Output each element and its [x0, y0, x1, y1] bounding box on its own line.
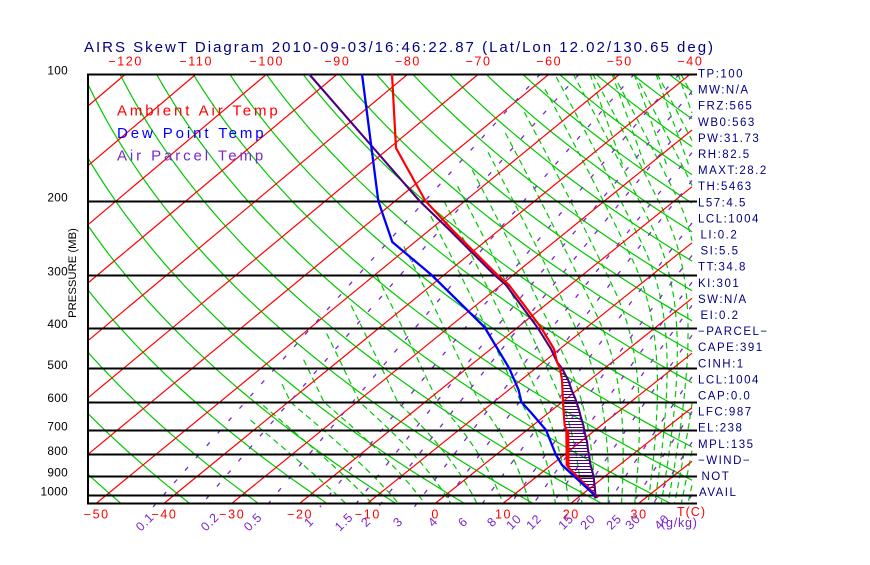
svg-text:MAXT:28.2: MAXT:28.2 [698, 165, 768, 177]
svg-text:FRZ:565: FRZ:565 [698, 101, 753, 113]
svg-text:−PARCEL−: −PARCEL− [698, 326, 769, 338]
svg-text:−110: −110 [179, 55, 213, 69]
svg-text:−120: −120 [108, 55, 143, 69]
svg-text:1000: 1000 [41, 485, 69, 499]
svg-text:SW:N/A: SW:N/A [698, 294, 748, 306]
svg-text:−90: −90 [324, 55, 350, 69]
svg-text:RH:82.5: RH:82.5 [698, 149, 751, 161]
svg-text:800: 800 [47, 444, 68, 458]
svg-text:L57:4.5: L57:4.5 [698, 197, 747, 209]
svg-text:LCL:1004: LCL:1004 [698, 374, 760, 386]
svg-text:CAPE:391: CAPE:391 [698, 342, 764, 354]
svg-text:(g/kg): (g/kg) [661, 516, 698, 530]
svg-text:NOT: NOT [702, 471, 731, 483]
svg-text:−80: −80 [395, 55, 421, 69]
svg-text:−40: −40 [677, 55, 703, 69]
svg-text:LFC:987: LFC:987 [698, 407, 753, 419]
svg-text:PRESSURE (MB): PRESSURE (MB) [67, 228, 79, 318]
svg-text:TT:34.8: TT:34.8 [698, 262, 747, 274]
svg-text:−60: −60 [536, 55, 562, 69]
svg-text:KI:301: KI:301 [698, 278, 740, 290]
svg-text:CINH:1: CINH:1 [698, 358, 745, 370]
svg-text:−70: −70 [466, 55, 492, 69]
svg-text:200: 200 [47, 190, 68, 204]
svg-text:300: 300 [47, 264, 68, 278]
svg-text:LI:0.2: LI:0.2 [701, 230, 739, 242]
svg-text:TH:5463: TH:5463 [698, 181, 753, 193]
svg-text:LCL:1004: LCL:1004 [698, 213, 760, 225]
svg-text:100: 100 [47, 64, 68, 78]
svg-text:Ambient Air Temp: Ambient Air Temp [117, 103, 281, 120]
svg-text:AIRS SkewT Diagram 2010-09-03/: AIRS SkewT Diagram 2010-09-03/16:46:22.8… [84, 39, 715, 56]
svg-text:900: 900 [47, 465, 68, 479]
svg-text:WB0:563: WB0:563 [698, 117, 756, 129]
svg-text:EI:0.2: EI:0.2 [701, 310, 740, 322]
svg-text:−50: −50 [607, 55, 633, 69]
svg-text:TP:100: TP:100 [698, 69, 744, 81]
svg-text:−100: −100 [250, 55, 285, 69]
svg-text:−50: −50 [84, 508, 110, 522]
svg-text:CAP:0.0: CAP:0.0 [698, 391, 751, 403]
svg-text:SI:5.5: SI:5.5 [701, 246, 740, 258]
svg-text:Air Parcel Temp: Air Parcel Temp [117, 148, 266, 165]
svg-text:−30: −30 [219, 508, 245, 522]
svg-text:400: 400 [47, 317, 68, 331]
svg-text:MW:N/A: MW:N/A [698, 85, 750, 97]
svg-text:500: 500 [47, 358, 68, 372]
svg-text:EL:238: EL:238 [698, 423, 743, 435]
svg-text:PW:31.73: PW:31.73 [698, 133, 760, 145]
svg-text:−WIND−: −WIND− [698, 455, 751, 467]
svg-text:AVAIL: AVAIL [699, 487, 737, 499]
svg-text:700: 700 [47, 419, 68, 433]
svg-text:Dew Point Temp: Dew Point Temp [117, 125, 267, 142]
svg-text:MPL:135: MPL:135 [698, 439, 755, 451]
svg-text:600: 600 [47, 391, 68, 405]
